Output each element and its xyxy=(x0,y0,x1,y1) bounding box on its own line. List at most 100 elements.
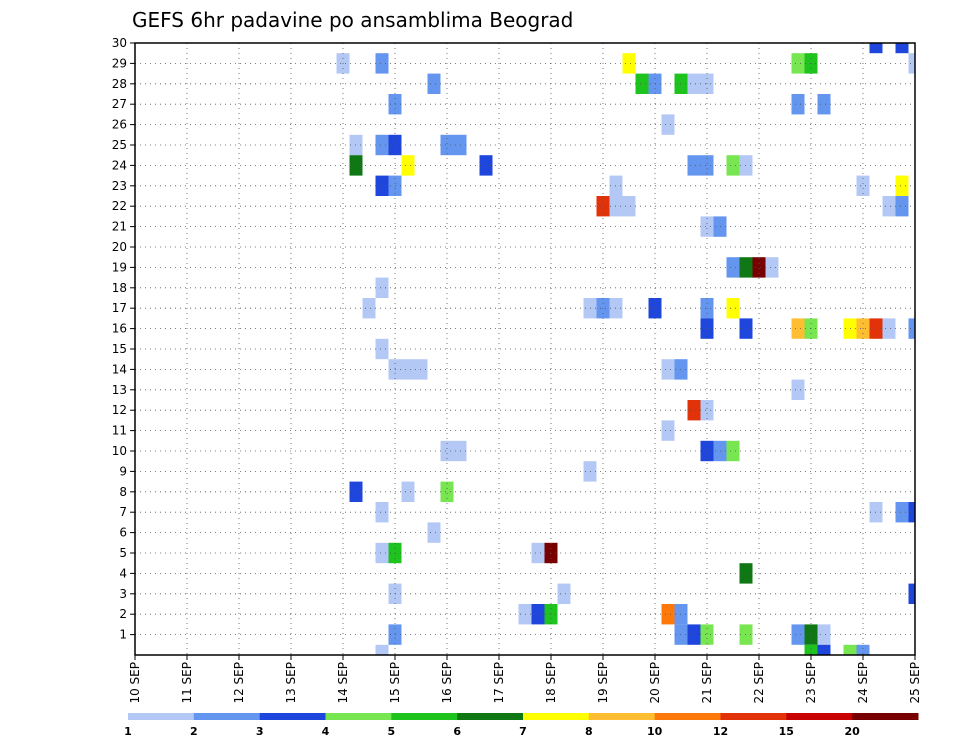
y-tick-label-26: 26 xyxy=(112,118,127,132)
heatmap-cell-72 xyxy=(661,420,675,441)
legend-swatch-4 xyxy=(325,713,392,720)
heatmap-cell-77 xyxy=(726,440,740,462)
heatmap-cell-42 xyxy=(726,257,740,278)
legend-label-6: 7 xyxy=(519,725,527,738)
heatmap-cell-61 xyxy=(882,318,896,339)
y-tick-label-20: 20 xyxy=(112,240,127,254)
legend-label-8: 10 xyxy=(647,725,663,738)
legend-label-2: 3 xyxy=(256,725,264,738)
heatmap-cell-67 xyxy=(661,359,675,380)
heatmap-cell-84 xyxy=(895,502,909,523)
y-tick-label-22: 22 xyxy=(112,199,127,213)
y-tick-label-15: 15 xyxy=(112,342,127,356)
heatmap-cell-105 xyxy=(791,624,805,645)
heatmap-cell-103 xyxy=(700,624,714,645)
y-tick-label-21: 21 xyxy=(112,220,127,234)
heatmap-cell-24 xyxy=(401,155,415,176)
heatmap-cell-86 xyxy=(427,522,441,543)
heatmap-cell-37 xyxy=(622,196,636,217)
heatmap-cell-110 xyxy=(817,644,831,655)
heatmap-cell-4 xyxy=(622,53,636,74)
y-tick-label-17: 17 xyxy=(112,301,127,315)
x-tick-label-9: 19 SEP xyxy=(596,662,610,704)
y-tick-label-24: 24 xyxy=(112,158,127,172)
legend-label-10: 15 xyxy=(779,725,794,738)
heatmap-cell-1 xyxy=(895,43,909,54)
y-tick-label-3: 3 xyxy=(119,587,127,601)
color-legend: 1 2 3 4 5 6 7 8 10 12 15 20 xyxy=(124,713,919,738)
legend-label-4: 5 xyxy=(387,725,395,738)
legend-label-7: 8 xyxy=(585,725,593,738)
heatmap-cell-28 xyxy=(726,155,740,176)
x-tick-label-0: 10 SEP xyxy=(128,662,142,704)
legend-label-11: 20 xyxy=(845,725,861,738)
heatmap-cell-108 xyxy=(375,644,389,655)
heatmap-cell-33 xyxy=(856,175,870,196)
heatmap-cell-19 xyxy=(375,134,389,156)
x-tick-label-13: 23 SEP xyxy=(804,662,818,704)
heatmap-cell-70 xyxy=(687,400,701,421)
heatmap-cell-102 xyxy=(687,624,701,645)
heatmap-cell-111 xyxy=(843,644,857,655)
heatmap-cell-9 xyxy=(635,73,649,94)
heatmap-cell-21 xyxy=(440,134,454,156)
heatmap-cell-73 xyxy=(440,440,454,462)
y-tick-label-16: 16 xyxy=(112,322,127,336)
heatmap-cell-27 xyxy=(700,155,714,176)
legend-swatch-7 xyxy=(523,713,590,720)
x-tick-label-6: 16 SEP xyxy=(440,662,454,704)
y-tick-label-11: 11 xyxy=(112,424,127,438)
y-tick-label-7: 7 xyxy=(119,505,127,519)
x-tick-label-14: 24 SEP xyxy=(856,662,870,704)
x-tick-label-8: 18 SEP xyxy=(544,662,558,704)
heatmap-cell-35 xyxy=(596,196,610,217)
y-tick-label-19: 19 xyxy=(112,260,127,274)
heatmap-cell-96 xyxy=(531,604,545,625)
y-tick-label-23: 23 xyxy=(112,179,127,193)
heatmap-cell-98 xyxy=(661,604,675,625)
heatmap-cells xyxy=(336,43,915,655)
heatmap-cell-3 xyxy=(375,53,389,74)
y-tick-label-5: 5 xyxy=(119,546,127,560)
x-tick-label-3: 13 SEP xyxy=(284,662,298,704)
x-tick-label-7: 17 SEP xyxy=(492,662,506,704)
legend-swatch-2 xyxy=(193,713,261,720)
x-tick-label-11: 21 SEP xyxy=(700,662,714,704)
y-tick-label-28: 28 xyxy=(112,77,127,91)
y-tick-label-29: 29 xyxy=(112,56,127,70)
x-tick-label-2: 12 SEP xyxy=(232,662,246,704)
heatmap-cell-30 xyxy=(375,175,389,196)
heatmap-cell-63 xyxy=(375,338,389,360)
y-tick-label-4: 4 xyxy=(119,566,127,580)
y-tick-label-30: 30 xyxy=(112,36,127,50)
heatmap-cell-87 xyxy=(375,542,389,564)
heatmap-cell-40 xyxy=(700,216,714,237)
legend-swatch-8 xyxy=(588,713,656,720)
heatmap-cell-53 xyxy=(726,298,740,319)
y-tick-label-13: 13 xyxy=(112,383,127,397)
heatmap-cell-62 xyxy=(908,318,915,339)
heatmap-cell-69 xyxy=(791,379,805,400)
heatmap-cell-16 xyxy=(817,94,831,115)
legend-swatch-1 xyxy=(128,713,195,720)
heatmap-cell-38 xyxy=(882,196,896,217)
chart-title: GEFS 6hr padavine po ansamblima Beograd xyxy=(132,8,573,32)
x-tick-label-12: 22 SEP xyxy=(752,662,766,704)
heatmap-cell-112 xyxy=(856,644,870,655)
legend-label-1: 2 xyxy=(190,725,198,738)
heatmap-cell-26 xyxy=(687,155,701,176)
heatmap-cell-47 xyxy=(362,298,376,319)
heatmap-cell-7 xyxy=(908,53,915,74)
x-tick-label-5: 15 SEP xyxy=(388,662,402,704)
heatmap-cell-89 xyxy=(531,542,545,564)
heatmap-cell-5 xyxy=(791,53,805,74)
y-tick-label-8: 8 xyxy=(119,485,127,499)
heatmap-cell-15 xyxy=(791,94,805,115)
legend-label-9: 12 xyxy=(713,725,728,738)
x-tick-label-10: 20 SEP xyxy=(648,662,662,704)
x-axis: 10 SEP 11 SEP 12 SEP 13 SEP 14 SEP 15 SEP 16 S… xyxy=(128,655,922,704)
y-tick-label-12: 12 xyxy=(112,403,127,417)
y-tick-label-10: 10 xyxy=(112,444,127,458)
legend-label-3: 4 xyxy=(322,725,330,738)
